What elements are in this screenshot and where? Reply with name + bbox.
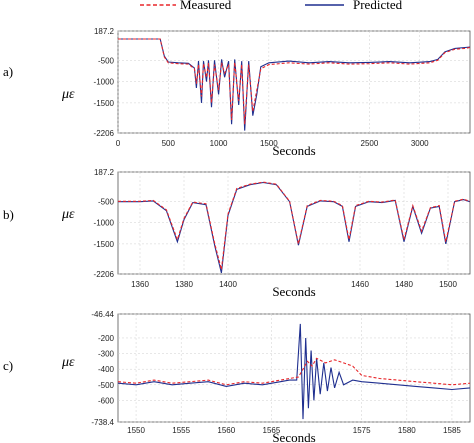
y-tick-label: -500 [98, 381, 115, 390]
y-tick-label: -738.4 [91, 418, 114, 427]
legend-label-measured: Measured [180, 0, 232, 12]
series-line-predicted [118, 323, 470, 420]
x-axis-label: Seconds [272, 430, 315, 443]
x-tick-label: 1555 [172, 426, 190, 435]
series-line-measured [118, 181, 470, 270]
y-tick-label: -300 [98, 350, 115, 359]
panel-label: a) [3, 64, 13, 79]
x-tick-label: 500 [162, 139, 176, 148]
y-tick-label: -46.44 [91, 310, 114, 319]
x-axis-label: Seconds [272, 143, 315, 158]
y-tick-label: -1000 [94, 78, 115, 87]
x-tick-label: 1360 [131, 280, 149, 289]
y-tick-label: -500 [98, 56, 115, 65]
y-tick-label: 187.2 [94, 27, 115, 36]
y-tick-label: -500 [98, 197, 115, 206]
x-tick-label: 1550 [127, 426, 145, 435]
x-tick-label: 3000 [411, 139, 429, 148]
y-tick-label: -2206 [94, 270, 115, 279]
x-tick-label: 1380 [175, 280, 193, 289]
chart-panel-2: 187.2 -500 -1000 -1500 -2206 1360 1380 1400 1460… [3, 168, 471, 299]
y-axis-label: με [61, 207, 75, 222]
x-tick-label: 1500 [260, 139, 278, 148]
chart-panel-3: -46.44 -200 -300 -400 -500 -600 -738.4 1550 1555… [3, 310, 471, 443]
y-tick-label: 187.2 [94, 168, 115, 177]
x-tick-label: 1460 [351, 280, 369, 289]
plot-area [117, 30, 471, 134]
series-line-predicted [118, 38, 470, 131]
y-tick-label: -400 [98, 365, 115, 374]
legend: Measured Predicted [140, 0, 403, 12]
x-tick-label: 1500 [439, 280, 457, 289]
y-axis-label: με [61, 355, 75, 370]
x-tick-label: 1585 [443, 426, 461, 435]
y-tick-label: -1500 [94, 240, 115, 249]
y-axis-label: με [61, 87, 75, 102]
x-tick-label: 1575 [353, 426, 371, 435]
x-tick-label: 0 [116, 139, 121, 148]
series-line-measured [118, 38, 470, 125]
x-tick-label: 2500 [361, 139, 379, 148]
x-tick-label: 1000 [210, 139, 228, 148]
x-tick-label: 1480 [395, 280, 413, 289]
y-tick-label: -1500 [94, 99, 115, 108]
x-axis-label: Seconds [272, 284, 315, 299]
y-tick-label: -600 [98, 396, 115, 405]
x-tick-label: 1400 [219, 280, 237, 289]
x-tick-label: 1565 [263, 426, 281, 435]
y-tick-label: -200 [98, 334, 115, 343]
y-tick-label: -1000 [94, 219, 115, 228]
x-tick-label: 1580 [398, 426, 416, 435]
series-line-measured [118, 357, 470, 386]
legend-label-predicted: Predicted [353, 0, 403, 12]
y-tick-label: -2206 [94, 129, 115, 138]
panel-label: c) [3, 358, 13, 373]
plot-area [117, 313, 471, 423]
panel-label: b) [3, 207, 14, 222]
x-tick-label: 1560 [217, 426, 235, 435]
